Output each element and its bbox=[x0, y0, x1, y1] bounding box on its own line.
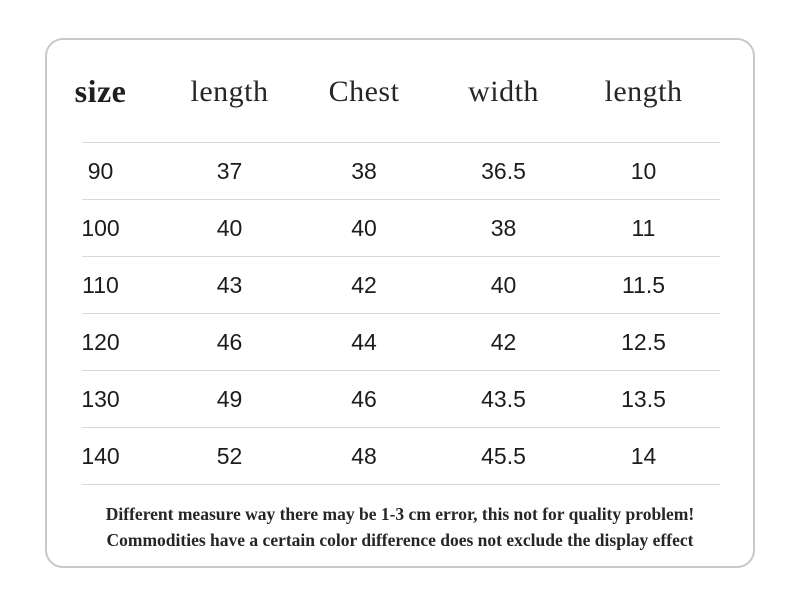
table-cell: 90 bbox=[87, 158, 114, 184]
table-cell: 100 bbox=[81, 215, 120, 241]
disclaimer: Different measure way there may be 1-3 c… bbox=[47, 485, 753, 553]
column-header-length: length bbox=[190, 74, 269, 108]
table-cell: 52 bbox=[216, 443, 243, 469]
table-cell: 130 bbox=[81, 386, 120, 412]
disclaimer-line-2: Commodities have a certain color differe… bbox=[106, 530, 694, 550]
table-cell: 46 bbox=[216, 329, 243, 355]
table-cell: 40 bbox=[216, 215, 243, 241]
table-cell: 46 bbox=[351, 386, 377, 412]
column-header-length-2: length bbox=[604, 74, 683, 108]
disclaimer-line-1: Different measure way there may be 1-3 c… bbox=[105, 504, 695, 524]
table-row: 120 46 44 42 12.5 bbox=[47, 314, 753, 371]
table-cell: 12.5 bbox=[621, 329, 666, 355]
table-cell: 140 bbox=[81, 443, 120, 469]
table-cell: 42 bbox=[351, 272, 377, 298]
table-cell: 43.5 bbox=[481, 386, 526, 412]
table-cell: 37 bbox=[216, 158, 243, 184]
table-row: 130 49 46 43.5 13.5 bbox=[47, 371, 753, 428]
table-cell: 36.5 bbox=[481, 158, 526, 184]
table-cell: 14 bbox=[630, 443, 657, 469]
column-header-chest: Chest bbox=[328, 74, 400, 108]
table-cell: 13.5 bbox=[621, 386, 666, 412]
table-cell: 45.5 bbox=[481, 443, 526, 469]
table-cell: 44 bbox=[351, 329, 377, 355]
table-cell: 48 bbox=[351, 443, 377, 469]
table-cell: 110 bbox=[82, 272, 119, 298]
table-cell: 38 bbox=[490, 215, 517, 241]
table-cell: 40 bbox=[490, 272, 517, 298]
table-row: 90 37 38 36.5 10 bbox=[47, 143, 753, 200]
size-chart-card: size length Chest width length 90 37 38 … bbox=[45, 38, 755, 568]
table-cell: 49 bbox=[216, 386, 243, 412]
table-cell: 11 bbox=[631, 215, 656, 241]
table-cell: 120 bbox=[81, 329, 120, 355]
table-row: 100 40 40 38 11 bbox=[47, 200, 753, 257]
table-cell: 38 bbox=[351, 158, 377, 184]
table-row: 110 43 42 40 11.5 bbox=[47, 257, 753, 314]
table-cell: 10 bbox=[630, 158, 657, 184]
table-header-row: size length Chest width length bbox=[47, 40, 753, 143]
table-row: 140 52 48 45.5 14 bbox=[47, 428, 753, 485]
table-cell: 40 bbox=[351, 215, 377, 241]
table-cell: 11.5 bbox=[621, 272, 666, 298]
table-cell: 43 bbox=[216, 272, 243, 298]
column-header-width: width bbox=[468, 74, 539, 108]
table-cell: 42 bbox=[490, 329, 517, 355]
column-header-size: size bbox=[74, 73, 127, 109]
